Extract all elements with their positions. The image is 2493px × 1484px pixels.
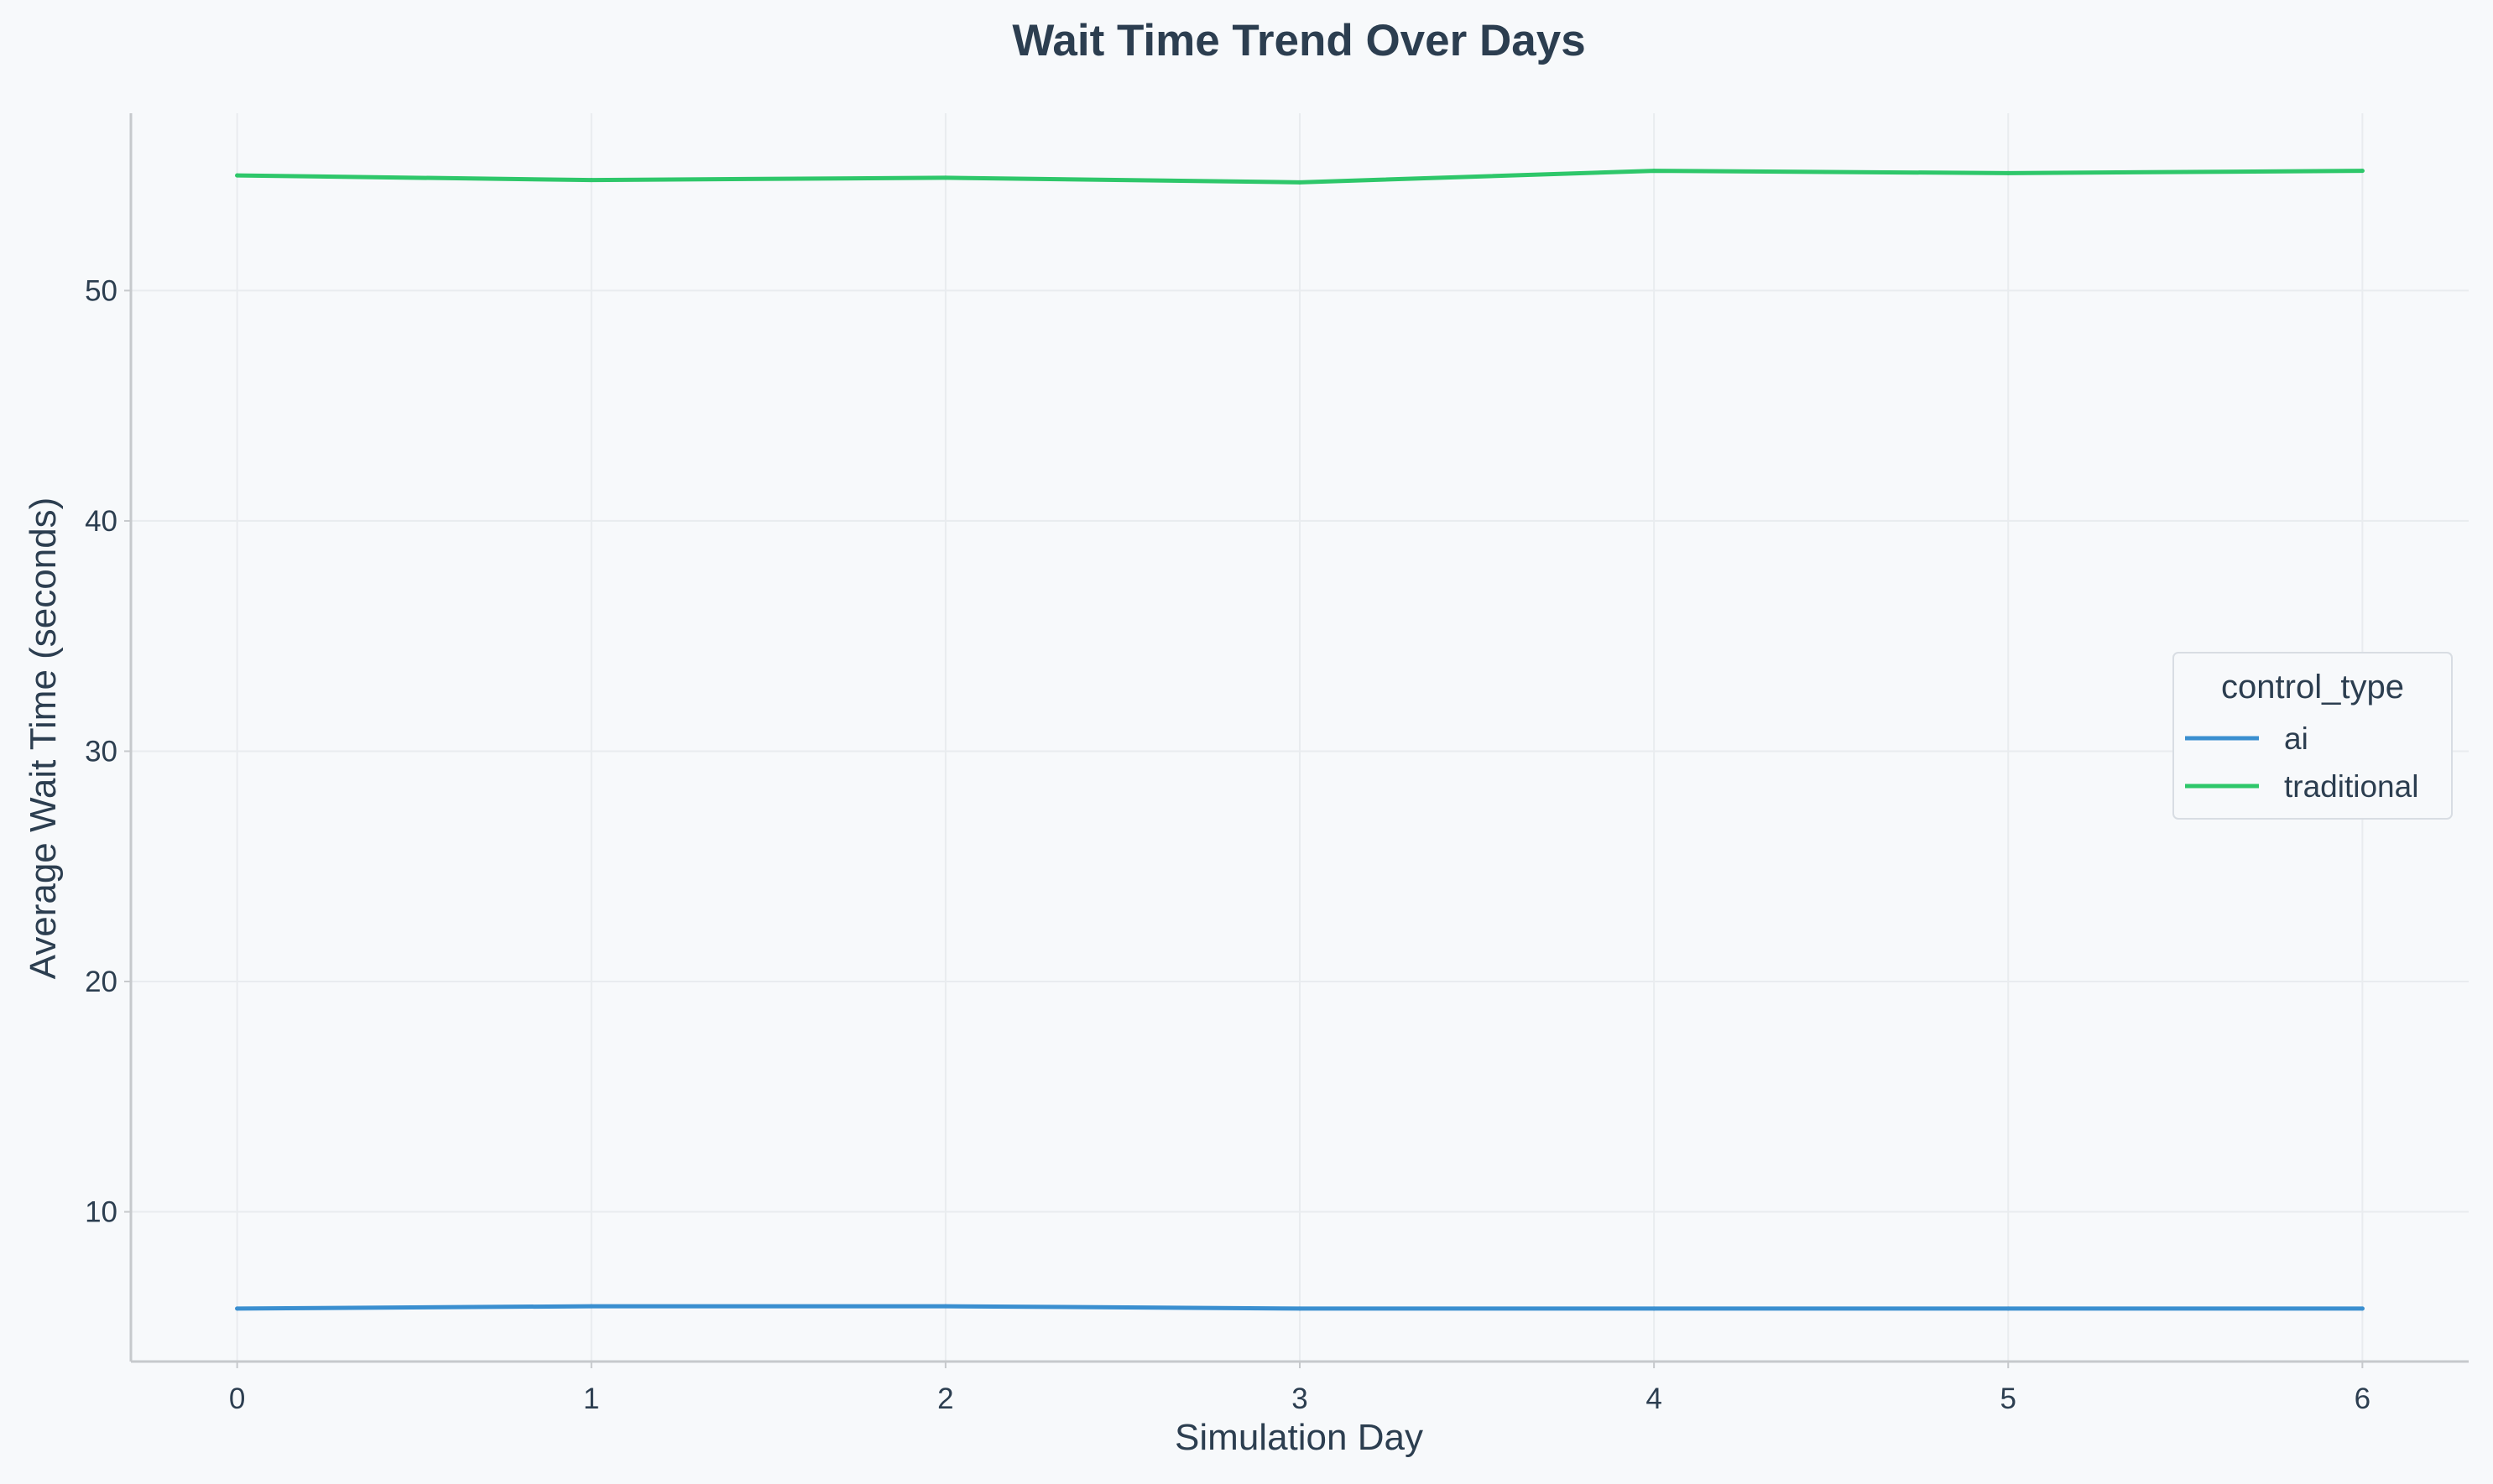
- data-point-ai: [1297, 1306, 1302, 1311]
- legend-title: control_type: [2221, 669, 2404, 706]
- legend-label-ai: ai: [2284, 721, 2308, 756]
- data-point-traditional: [1297, 180, 1302, 185]
- data-point-ai: [235, 1306, 240, 1311]
- data-point-ai: [943, 1304, 948, 1309]
- data-point-traditional: [589, 178, 594, 183]
- grid-layer: [131, 113, 2469, 1362]
- data-point-traditional: [943, 175, 948, 180]
- x-tick-label: 3: [1291, 1382, 1307, 1415]
- data-point-ai: [2360, 1306, 2365, 1311]
- x-tick-label: 5: [2000, 1382, 2016, 1415]
- x-tick-label: 1: [583, 1382, 599, 1415]
- data-point-traditional: [2360, 169, 2365, 174]
- legend-box: [2172, 652, 2453, 820]
- data-point-traditional: [235, 173, 240, 178]
- x-tick-label: 4: [1645, 1382, 1661, 1415]
- y-tick-label: 20: [85, 966, 117, 998]
- chart-title: Wait Time Trend Over Days: [1012, 16, 1585, 65]
- data-point-ai: [589, 1304, 594, 1309]
- y-tick-label: 30: [85, 735, 117, 768]
- y-tick-label: 50: [85, 274, 117, 307]
- data-point-traditional: [2005, 170, 2011, 175]
- x-tick-label: 2: [937, 1382, 953, 1415]
- data-point-ai: [2005, 1306, 2011, 1311]
- legend: control_type ai traditional: [2172, 652, 2453, 820]
- x-tick-label: 0: [229, 1382, 245, 1415]
- series-layer: [235, 169, 2365, 1311]
- legend-entries: ai traditional: [2185, 721, 2418, 804]
- y-axis-label: Average Wait Time (seconds): [23, 497, 64, 980]
- ticks-layer: 0 1 2 3 4 5 6 10 20 30 40 50: [85, 274, 2370, 1415]
- data-point-traditional: [1651, 169, 1656, 174]
- legend-label-traditional: traditional: [2284, 769, 2418, 804]
- x-axis-label: Simulation Day: [1175, 1417, 1423, 1458]
- data-point-ai: [1651, 1306, 1656, 1311]
- y-tick-label: 10: [85, 1196, 117, 1229]
- y-tick-label: 40: [85, 505, 117, 538]
- x-tick-label: 6: [2355, 1382, 2370, 1415]
